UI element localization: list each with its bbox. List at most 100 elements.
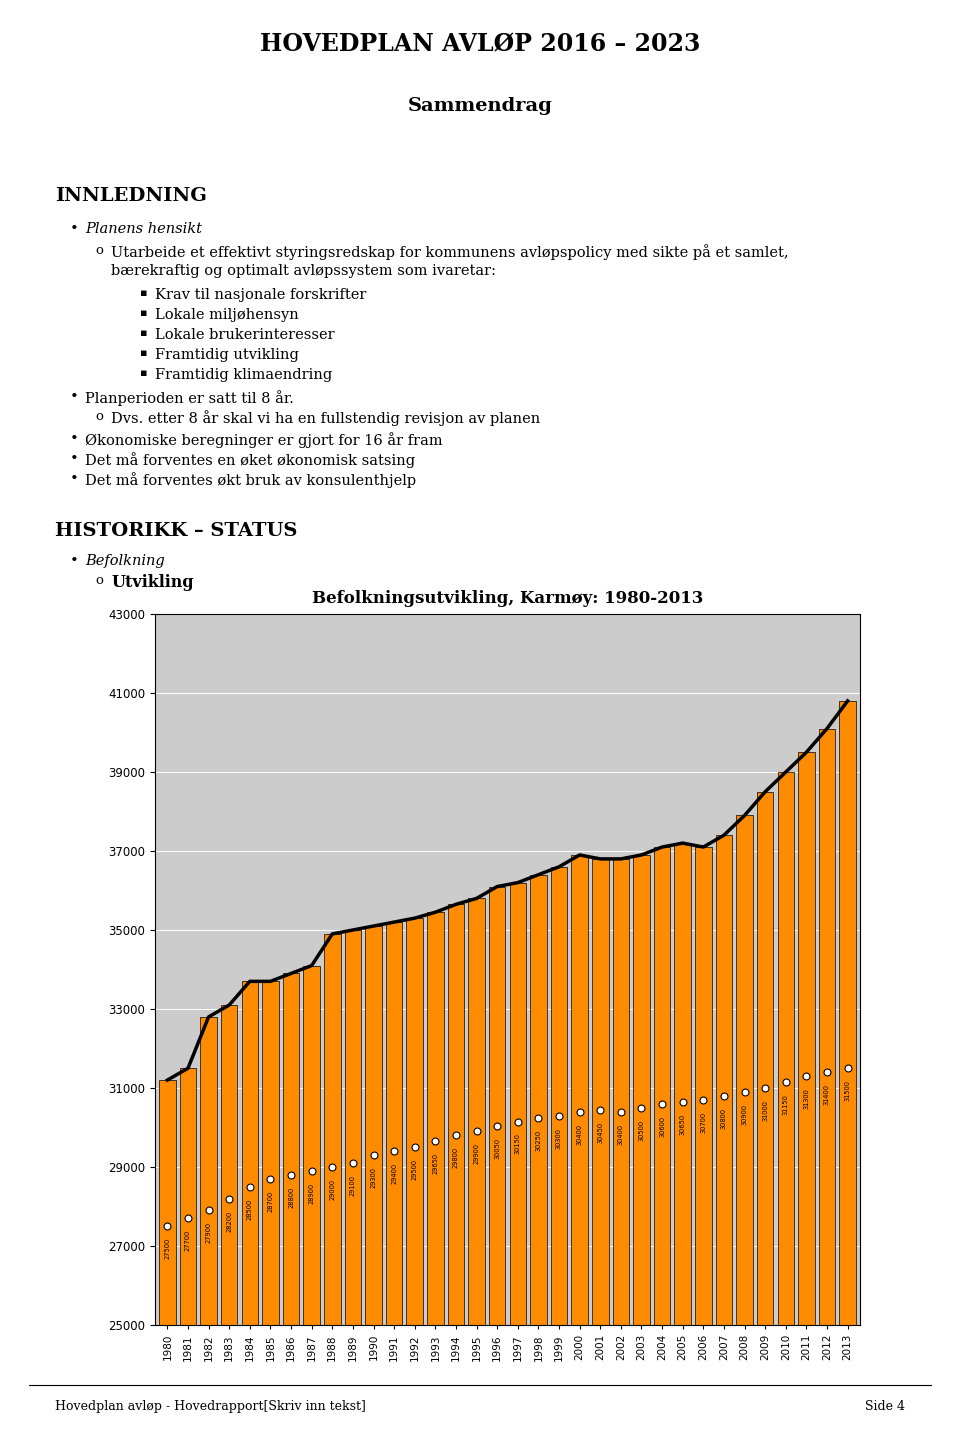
Text: 27900: 27900: [205, 1223, 211, 1243]
Text: •: •: [70, 433, 79, 445]
Text: ▪: ▪: [140, 308, 148, 318]
Text: Utarbeide et effektivt styringsredskap for kommunens avløpspolicy med sikte på e: Utarbeide et effektivt styringsredskap f…: [111, 244, 788, 260]
Text: 29800: 29800: [453, 1147, 459, 1168]
Bar: [675, 844, 691, 1437]
Text: Lokale miljøhensyn: Lokale miljøhensyn: [155, 308, 299, 322]
Text: 28900: 28900: [309, 1183, 315, 1204]
Text: 27700: 27700: [185, 1230, 191, 1252]
Text: •: •: [70, 453, 79, 466]
Text: 30900: 30900: [741, 1104, 748, 1125]
Text: bærekraftig og optimalt avløpssystem som ivaretar:: bærekraftig og optimalt avløpssystem som…: [111, 264, 496, 277]
Bar: [345, 930, 361, 1437]
Text: 31150: 31150: [782, 1094, 789, 1115]
Text: 30050: 30050: [494, 1137, 500, 1158]
Text: 29500: 29500: [412, 1160, 418, 1180]
Text: ▪: ▪: [140, 348, 148, 358]
Text: Det må forventes økt bruk av konsulenthjelp: Det må forventes økt bruk av konsulenthj…: [85, 471, 416, 489]
Bar: [283, 973, 300, 1437]
Text: Side 4: Side 4: [865, 1400, 905, 1413]
Text: 29000: 29000: [329, 1178, 335, 1200]
Text: •: •: [70, 471, 79, 486]
Text: 30300: 30300: [556, 1128, 562, 1148]
Text: HOVEDPLAN AVLØP 2016 – 2023: HOVEDPLAN AVLØP 2016 – 2023: [260, 32, 700, 56]
Text: Hovedplan avløp - Hovedrapport[Skriv inn tekst]: Hovedplan avløp - Hovedrapport[Skriv inn…: [55, 1400, 366, 1413]
Text: o: o: [95, 573, 103, 586]
Bar: [634, 855, 650, 1437]
Bar: [798, 752, 815, 1437]
Text: 29100: 29100: [349, 1175, 356, 1196]
Bar: [530, 875, 546, 1437]
Text: 31300: 31300: [804, 1088, 809, 1109]
Text: 30650: 30650: [680, 1114, 685, 1135]
Text: 30400: 30400: [618, 1124, 624, 1145]
Text: INNLEDNING: INNLEDNING: [55, 187, 206, 205]
Bar: [324, 934, 341, 1437]
Text: 30800: 30800: [721, 1108, 727, 1129]
Text: Framtidig utvikling: Framtidig utvikling: [155, 348, 299, 362]
Text: Lokale brukerinteresser: Lokale brukerinteresser: [155, 328, 335, 342]
Text: •: •: [70, 221, 79, 236]
Bar: [406, 918, 423, 1437]
Bar: [242, 981, 258, 1437]
Text: o: o: [95, 244, 103, 257]
Text: Planens hensikt: Planens hensikt: [85, 221, 202, 236]
Bar: [592, 859, 609, 1437]
Bar: [201, 1017, 217, 1437]
Bar: [819, 729, 835, 1437]
Bar: [839, 701, 856, 1437]
Text: Planperioden er satt til 8 år.: Planperioden er satt til 8 år.: [85, 389, 294, 405]
Bar: [180, 1068, 196, 1437]
Text: 28800: 28800: [288, 1187, 294, 1209]
Text: 31400: 31400: [824, 1083, 830, 1105]
Text: •: •: [70, 389, 79, 404]
Bar: [262, 981, 278, 1437]
Text: 28500: 28500: [247, 1198, 252, 1220]
Bar: [221, 1004, 237, 1437]
Text: 27500: 27500: [164, 1239, 170, 1259]
Text: 29900: 29900: [473, 1144, 480, 1164]
Text: o: o: [95, 410, 103, 422]
Text: 30600: 30600: [660, 1115, 665, 1137]
Text: Økonomiske beregninger er gjort for 16 år fram: Økonomiske beregninger er gjort for 16 å…: [85, 433, 443, 448]
Title: Befolkningsutvikling, Karmøy: 1980-2013: Befolkningsutvikling, Karmøy: 1980-2013: [312, 591, 703, 606]
Text: 31000: 31000: [762, 1099, 768, 1121]
Text: 30150: 30150: [515, 1134, 521, 1154]
Text: Krav til nasjonale forskrifter: Krav til nasjonale forskrifter: [155, 287, 367, 302]
Bar: [159, 1081, 176, 1437]
Bar: [716, 835, 732, 1437]
Bar: [365, 925, 382, 1437]
Bar: [778, 772, 794, 1437]
Text: 30500: 30500: [638, 1119, 644, 1141]
Text: ▪: ▪: [140, 368, 148, 378]
Bar: [654, 846, 670, 1437]
Bar: [489, 887, 505, 1437]
Text: ▪: ▪: [140, 328, 148, 338]
Text: Framtidig klimaendring: Framtidig klimaendring: [155, 368, 332, 382]
Bar: [510, 882, 526, 1437]
Text: Befolkning: Befolkning: [85, 555, 165, 568]
Text: 28200: 28200: [227, 1210, 232, 1232]
Text: 30700: 30700: [701, 1112, 707, 1132]
Text: HISTORIKK – STATUS: HISTORIKK – STATUS: [55, 522, 298, 540]
Text: Det må forventes en øket økonomisk satsing: Det må forventes en øket økonomisk satsi…: [85, 453, 415, 468]
Bar: [386, 923, 402, 1437]
Text: Dvs. etter 8 år skal vi ha en fullstendig revisjon av planen: Dvs. etter 8 år skal vi ha en fullstendi…: [111, 410, 540, 425]
Bar: [695, 846, 711, 1437]
Bar: [303, 966, 320, 1437]
Text: 30250: 30250: [536, 1129, 541, 1151]
Bar: [571, 855, 588, 1437]
Bar: [612, 859, 629, 1437]
Text: 29400: 29400: [391, 1163, 397, 1184]
Text: 28700: 28700: [268, 1191, 274, 1211]
Text: 29300: 29300: [371, 1167, 376, 1188]
Text: Utvikling: Utvikling: [111, 573, 194, 591]
Bar: [427, 912, 444, 1437]
Bar: [447, 904, 465, 1437]
Text: 29650: 29650: [432, 1152, 439, 1174]
Text: 30450: 30450: [597, 1121, 603, 1142]
Bar: [468, 898, 485, 1437]
Text: ▪: ▪: [140, 287, 148, 297]
Text: 31500: 31500: [845, 1081, 851, 1101]
Text: 30400: 30400: [577, 1124, 583, 1145]
Text: •: •: [70, 555, 79, 568]
